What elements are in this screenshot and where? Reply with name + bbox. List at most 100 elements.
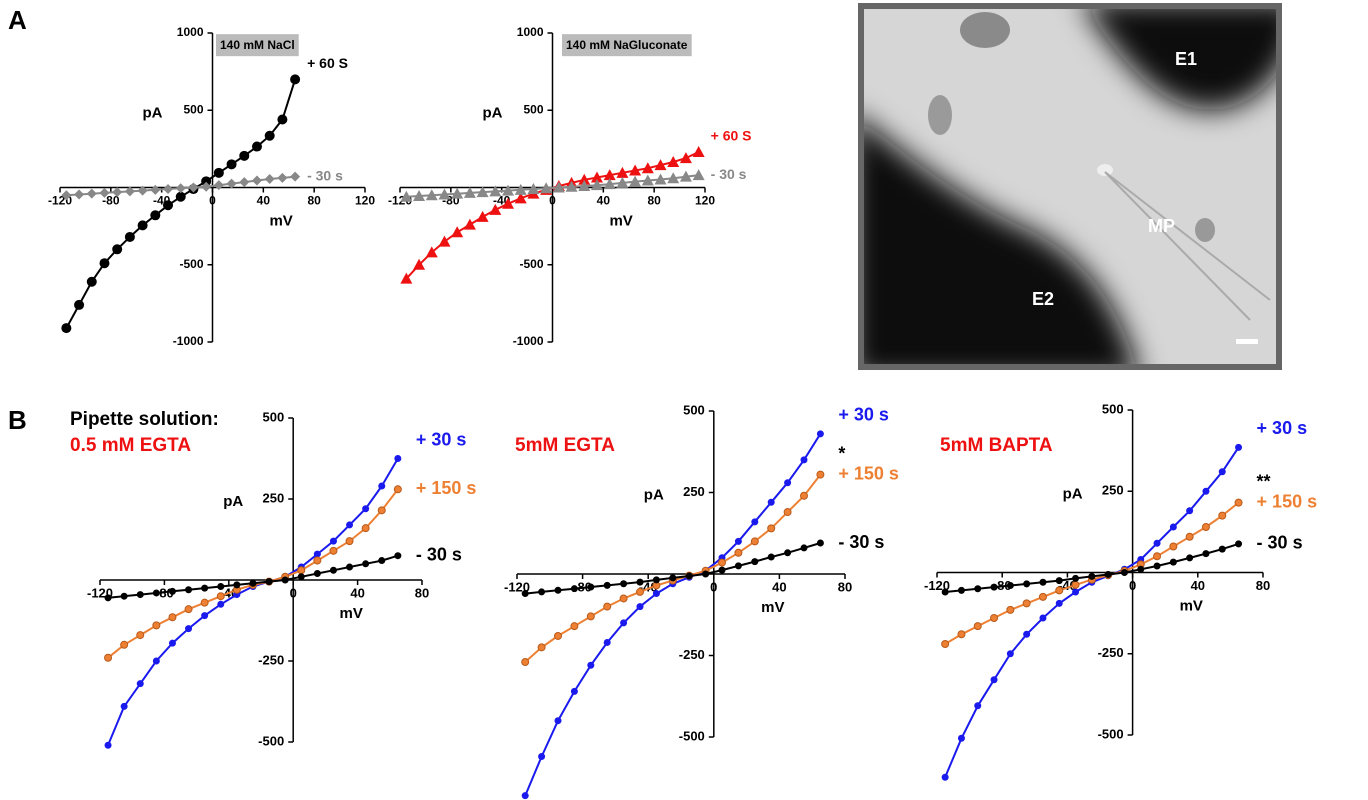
point: [61, 190, 72, 201]
point: [201, 176, 212, 187]
point: [990, 583, 998, 591]
point: [514, 183, 527, 195]
point: [1218, 545, 1226, 553]
y-axis-label: pA: [223, 493, 243, 510]
point: [783, 508, 792, 517]
point: [702, 570, 710, 578]
point: [1153, 552, 1162, 561]
point: [239, 150, 250, 161]
point: [685, 572, 693, 580]
point: [538, 588, 546, 596]
point: [957, 630, 966, 639]
point: [74, 299, 85, 310]
point: [718, 558, 726, 567]
point: [1071, 580, 1080, 589]
point: [514, 192, 527, 204]
point: [941, 773, 949, 781]
point: [313, 556, 322, 565]
point: [1235, 443, 1243, 451]
point: [489, 185, 502, 197]
series-line: [524, 473, 822, 663]
point: [587, 583, 595, 591]
title-box: [216, 34, 299, 57]
point: [636, 603, 644, 611]
point: [150, 184, 161, 195]
y-tick-label: 1000: [517, 25, 544, 39]
x-tick-label: 0: [1129, 578, 1136, 593]
point: [150, 210, 161, 221]
chart-title: 140 mM NaCl: [220, 38, 295, 52]
point: [175, 191, 186, 202]
point: [277, 114, 288, 125]
point: [413, 258, 426, 270]
point: [163, 200, 174, 211]
legend-label: - 30 s: [307, 167, 343, 183]
point: [226, 159, 237, 170]
point: [603, 581, 611, 589]
point: [767, 553, 775, 561]
point: [619, 594, 628, 603]
point: [636, 578, 644, 586]
x-tick-label: 120: [355, 194, 375, 208]
point: [438, 188, 451, 200]
point: [216, 592, 225, 601]
point: [290, 74, 301, 85]
x-tick-label: 80: [1256, 578, 1270, 593]
point: [990, 614, 999, 622]
chart-subtitle: Pipette solution:: [70, 409, 219, 430]
point: [463, 218, 476, 230]
x-tick-label: 80: [307, 194, 321, 208]
point: [652, 576, 660, 584]
legend-label: - 30 s: [711, 166, 747, 182]
point: [213, 180, 224, 191]
point: [185, 625, 193, 633]
legend-label: + 150 s: [838, 463, 899, 483]
point: [751, 518, 759, 526]
point: [378, 482, 386, 490]
y-tick-label: -500: [519, 257, 543, 271]
point: [800, 491, 808, 500]
point: [476, 210, 489, 222]
point: [603, 602, 612, 611]
point: [168, 613, 177, 622]
point: [136, 631, 145, 640]
point: [641, 162, 654, 174]
micrograph: E1 E2 MP: [858, 3, 1282, 370]
point: [537, 643, 546, 652]
point: [124, 186, 135, 197]
point: [603, 178, 616, 190]
y-tick-label: 1000: [177, 25, 204, 39]
point: [1038, 592, 1047, 601]
image-label: E2: [1032, 289, 1054, 309]
point: [570, 585, 578, 593]
point: [378, 557, 386, 565]
chart-title: 140 mM NaGluconate: [566, 38, 688, 52]
point: [603, 638, 611, 646]
point: [816, 470, 825, 479]
x-tick-label: 0: [290, 585, 297, 600]
point: [249, 579, 257, 587]
point: [74, 189, 85, 200]
point: [1055, 586, 1064, 595]
y-tick-label: -500: [179, 257, 203, 271]
chart: -120 -80 -40 0 40 80 120-1000-5005001000pAmV14…: [48, 25, 375, 348]
point: [521, 590, 529, 598]
point: [1201, 523, 1210, 531]
point: [217, 600, 225, 608]
point: [394, 455, 402, 462]
x-tick-label: 0: [710, 579, 717, 594]
point: [251, 141, 262, 152]
panel-label: B: [8, 405, 27, 435]
point: [941, 588, 949, 596]
point: [120, 702, 128, 710]
point: [586, 612, 595, 621]
point: [377, 506, 386, 515]
point: [184, 605, 193, 614]
x-axis-label: mV: [339, 605, 362, 622]
point: [201, 181, 212, 192]
y-tick-label: -1000: [513, 334, 544, 348]
point: [616, 166, 629, 178]
x-tick-label: 120: [695, 194, 715, 208]
chart-title: 0.5 mM EGTA: [70, 435, 191, 456]
